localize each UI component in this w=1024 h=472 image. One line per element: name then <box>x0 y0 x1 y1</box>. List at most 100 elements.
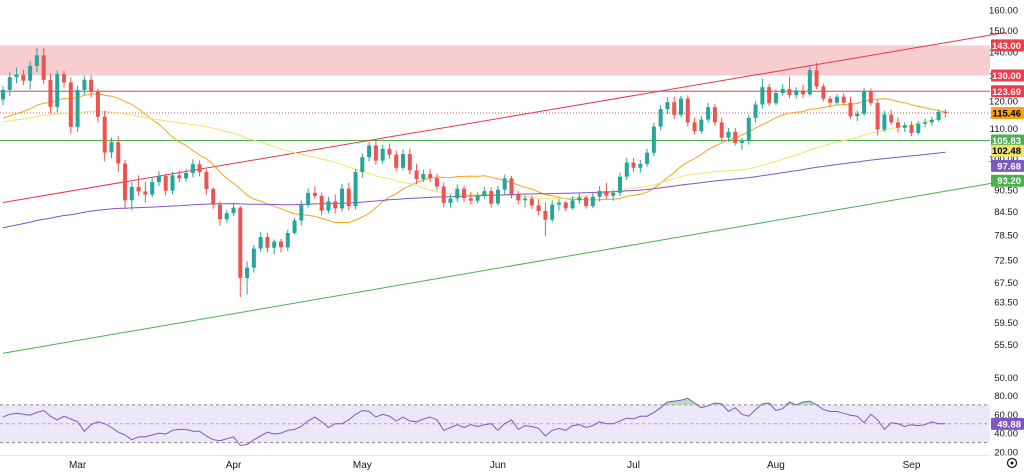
candle-body <box>455 188 460 199</box>
candle-body <box>340 188 344 209</box>
candle-body <box>597 191 602 197</box>
candle-body <box>448 198 453 203</box>
candle-body <box>726 131 731 138</box>
candle-body <box>163 176 168 191</box>
candle-body <box>889 114 894 123</box>
time-axis: Mar Apr May Jun Jul Aug Sep <box>69 460 921 471</box>
moving-average-2 <box>2 151 946 229</box>
candle-body <box>943 111 948 114</box>
candle-body <box>272 241 277 248</box>
price-label-bg <box>991 39 1024 52</box>
candle-body <box>929 119 934 123</box>
trendline-0 <box>2 31 1007 203</box>
time-label: Apr <box>226 460 242 471</box>
rsi-tick: 80.00 <box>994 391 1018 402</box>
candle-body <box>584 197 589 207</box>
candle-body <box>916 123 921 133</box>
candle-body <box>699 119 704 132</box>
candle-body <box>245 267 250 279</box>
price-tick: 50.00 <box>994 373 1018 384</box>
resistance-zone <box>0 45 990 76</box>
candle-body <box>794 90 799 96</box>
candle-body <box>895 122 900 128</box>
candle-body <box>116 142 121 164</box>
price-label: 115.46 <box>992 109 1021 120</box>
candle-body <box>523 198 528 201</box>
candle-body <box>1 89 5 100</box>
price-tick: 72.50 <box>994 256 1018 267</box>
price-tick: 110.00 <box>990 124 1018 135</box>
rsi-line <box>2 397 946 446</box>
candle-body <box>62 74 67 83</box>
price-label: 123.69 <box>992 87 1021 98</box>
candle-body <box>123 163 128 201</box>
candle-body <box>848 102 853 117</box>
time-label: Jul <box>627 460 640 471</box>
candle-body <box>753 104 758 118</box>
time-label: Aug <box>767 460 785 471</box>
time-label: May <box>353 460 372 471</box>
candle-body <box>590 196 595 207</box>
candle-body <box>55 74 60 107</box>
candle-body <box>346 188 351 207</box>
candle-body <box>156 176 161 183</box>
trendlines-layer <box>2 31 1007 354</box>
candle-body <box>14 74 19 78</box>
candle-body <box>204 172 209 189</box>
candle-body <box>143 191 148 195</box>
candle-body <box>373 145 378 161</box>
moving-averages-layer <box>2 93 946 229</box>
candle-body <box>401 154 406 168</box>
candle-body <box>624 162 629 177</box>
price-label-bg <box>991 134 1024 147</box>
candle-body <box>211 188 216 205</box>
candle-body <box>563 202 568 209</box>
candle-body <box>387 148 392 155</box>
candle-body <box>495 189 500 204</box>
moving-average-0 <box>2 93 946 224</box>
price-tick: 140.00 <box>989 48 1018 59</box>
candle-body <box>468 198 473 201</box>
candle-body <box>611 192 616 196</box>
candle-body <box>441 186 446 203</box>
candle-body <box>834 96 839 103</box>
candle-body <box>801 90 806 95</box>
candle-body <box>679 98 683 115</box>
candle-body <box>692 122 697 132</box>
candle-body <box>68 82 73 127</box>
candle-body <box>21 74 26 81</box>
candle-body <box>529 198 534 206</box>
candle-body <box>672 102 677 115</box>
candle-body <box>224 213 229 220</box>
candle-body <box>231 207 236 214</box>
price-label: 102.48 <box>992 146 1021 157</box>
candle-body <box>184 173 189 179</box>
candle-body <box>428 174 433 179</box>
price-label: 143.00 <box>992 41 1021 52</box>
candle-body <box>706 107 711 120</box>
candle-body <box>685 98 690 123</box>
price-label-bg <box>991 159 1024 172</box>
candle-body <box>7 77 12 90</box>
candle-body <box>421 174 426 180</box>
price-tick: 90.50 <box>994 186 1018 197</box>
candle-body <box>197 164 202 173</box>
settings-icon[interactable] <box>1006 457 1018 469</box>
candle-body <box>645 152 650 164</box>
candle-body <box>882 114 887 130</box>
price-label: 130.00 <box>992 71 1021 82</box>
candle-body <box>319 196 324 211</box>
candle-body <box>740 141 745 144</box>
price-tick: 150.00 <box>989 26 1018 37</box>
candle-body <box>862 90 867 114</box>
candle-body <box>407 154 412 171</box>
candle-body <box>556 202 561 205</box>
candle-body <box>787 88 792 96</box>
candle-body <box>333 201 338 209</box>
candle-body <box>265 237 270 248</box>
price-tick: 63.50 <box>994 298 1018 309</box>
price-label-bg <box>991 69 1024 82</box>
price-label-bg <box>991 85 1024 98</box>
rsi-value-bg <box>991 417 1024 430</box>
